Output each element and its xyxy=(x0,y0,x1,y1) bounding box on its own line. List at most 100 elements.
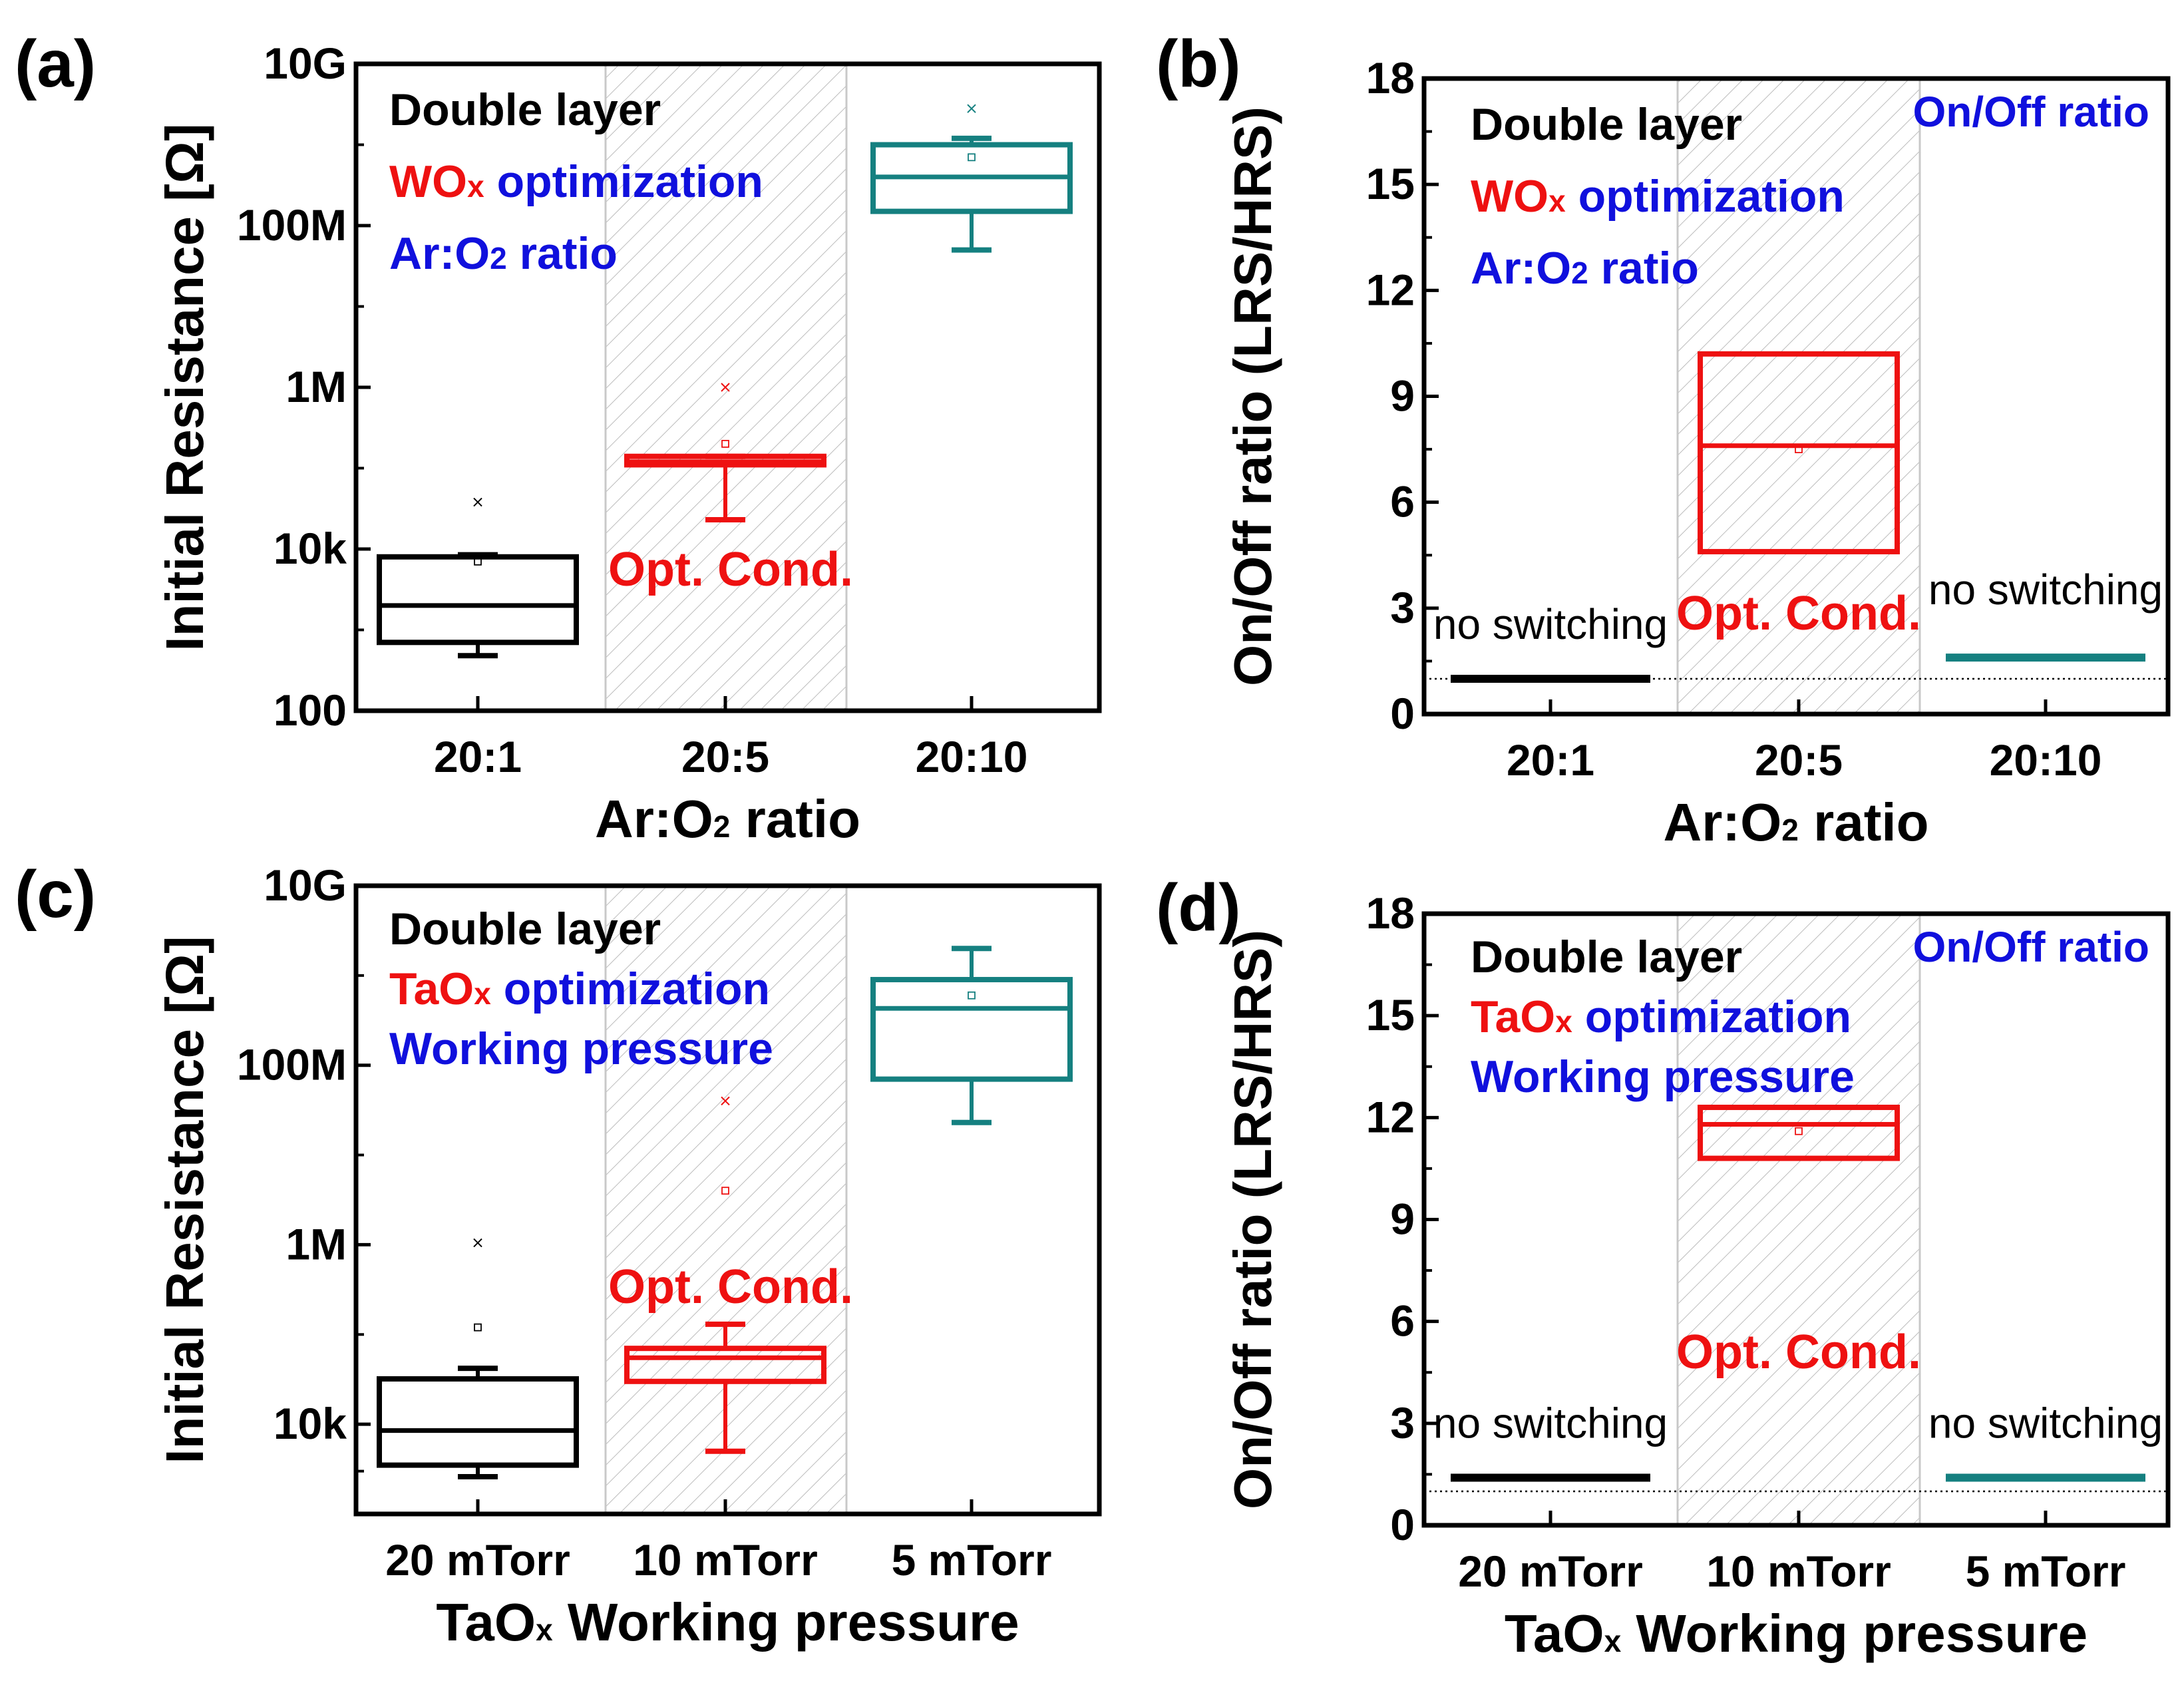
optimum-region xyxy=(1678,914,1920,1525)
y-tick-label: 15 xyxy=(1366,159,1415,208)
x-axis-title: TaOx Working pressure xyxy=(1505,1604,2088,1663)
no-switching-label: no switching xyxy=(1928,1400,2163,1447)
legend-material-part: optimization xyxy=(1566,171,1845,222)
y-tick-label: 3 xyxy=(1390,583,1415,632)
x-axis-title: TaOx Working pressure xyxy=(436,1592,1019,1652)
x-tick-label: 20 mTorr xyxy=(385,1535,570,1585)
legend-variable: Ar:O2 ratio xyxy=(1471,243,1699,293)
x-axis-title-part: Ar:O xyxy=(595,789,713,848)
x-axis-title-part: 2 xyxy=(713,809,731,844)
x-tick-label: 20 mTorr xyxy=(1458,1547,1643,1596)
box-0 xyxy=(377,1238,579,1480)
outlier-marker xyxy=(473,497,482,507)
legend-material-part: optimization xyxy=(1572,992,1851,1042)
x-tick-label: 20:10 xyxy=(916,732,1028,781)
onoff-label: On/Off ratio xyxy=(1912,923,2149,971)
box-iqr xyxy=(624,1346,826,1384)
y-axis-title: On/Off ratio (LRS/HRS) xyxy=(1223,930,1282,1509)
y-tick-label: 1M xyxy=(285,1219,347,1268)
mean-marker xyxy=(474,1323,482,1332)
outlier-marker xyxy=(721,1096,730,1106)
legend-material-part: x xyxy=(1548,184,1566,218)
y-tick-label: 100 xyxy=(273,685,347,735)
legend-title: Double layer xyxy=(1471,932,1742,982)
x-axis-title-part: ratio xyxy=(1799,793,1929,852)
x-axis-title: Ar:O2 ratio xyxy=(1664,793,1929,852)
legend-material-part: optimization xyxy=(484,156,763,207)
legend-variable-part: 2 xyxy=(1571,256,1588,290)
y-tick-label: 18 xyxy=(1366,888,1415,938)
panel-label: (a) xyxy=(15,27,96,101)
legend-title: Double layer xyxy=(389,904,661,954)
y-tick-label: 1M xyxy=(285,362,347,411)
y-tick-label: 6 xyxy=(1390,1296,1415,1346)
legend-material-part: TaO xyxy=(389,964,474,1014)
mean-marker xyxy=(1795,1127,1803,1135)
legend-variable: Working pressure xyxy=(389,1024,773,1074)
x-axis-title-part: x xyxy=(536,1612,553,1647)
mean-marker xyxy=(721,440,729,448)
y-tick-label: 0 xyxy=(1390,689,1415,738)
opt-cond-label: Opt. Cond. xyxy=(608,1260,853,1314)
y-tick-label: 12 xyxy=(1366,1092,1415,1141)
x-axis-title-part: Working pressure xyxy=(553,1592,1019,1652)
x-tick-label: 5 mTorr xyxy=(1966,1547,2126,1596)
opt-cond-label: Opt. Cond. xyxy=(1676,1326,1921,1379)
legend-material-part: x xyxy=(1555,1004,1572,1039)
x-tick-label: 5 mTorr xyxy=(892,1535,1052,1585)
mean-marker xyxy=(968,153,976,162)
onoff-label: On/Off ratio xyxy=(1912,88,2149,136)
y-tick-label: 10k xyxy=(273,524,347,573)
box-2 xyxy=(870,104,1073,253)
panel-label: (b) xyxy=(1156,27,1241,101)
x-axis-title-part: TaO xyxy=(1505,1604,1604,1663)
legend-material: WOx optimization xyxy=(1471,171,1845,222)
y-tick-label: 3 xyxy=(1390,1398,1415,1447)
box-iqr xyxy=(870,977,1073,1082)
x-tick-label: 10 mTorr xyxy=(1706,1547,1891,1596)
y-tick-label: 10G xyxy=(264,860,347,910)
legend-material-part: x xyxy=(467,169,484,204)
box-iqr xyxy=(377,1376,579,1468)
no-switching-label: no switching xyxy=(1433,1400,1668,1447)
legend-material-part: TaO xyxy=(1471,992,1555,1042)
box-0 xyxy=(377,497,579,659)
box-1 xyxy=(624,1096,826,1454)
legend-variable: Ar:O2 ratio xyxy=(389,228,618,279)
x-axis-title-part: TaO xyxy=(436,1592,536,1652)
y-tick-label: 9 xyxy=(1390,1195,1415,1244)
y-tick-label: 10G xyxy=(264,39,347,88)
x-axis-title: Ar:O2 ratio xyxy=(595,789,860,848)
x-axis-title-part: Working pressure xyxy=(1621,1604,2088,1663)
legend-variable-part: ratio xyxy=(1588,243,1699,293)
y-tick-label: 100M xyxy=(237,1040,347,1089)
panel-label: (c) xyxy=(15,857,96,932)
y-tick-label: 12 xyxy=(1366,265,1415,314)
chart-panel-c: 10k 1M 100M 10G 20 mTorr 10 mTorr 5 mTorr TaOx … xyxy=(15,857,1102,1652)
y-tick-label: 100M xyxy=(237,200,347,250)
opt-cond-label: Opt. Cond. xyxy=(608,543,853,596)
plot-frame xyxy=(353,883,1102,1517)
optimum-region xyxy=(1678,79,1920,714)
mean-marker xyxy=(968,991,976,1000)
box-2 xyxy=(870,946,1073,1125)
y-tick-label: 9 xyxy=(1390,371,1415,421)
x-axis-title-part: Ar:O xyxy=(1664,793,1782,852)
legend-material: TaOx optimization xyxy=(1471,992,1851,1042)
y-axis-title: Initial Resistance [Ω] xyxy=(155,123,214,651)
x-tick-label: 20:1 xyxy=(1507,735,1594,785)
legend-variable-part: Working pressure xyxy=(1471,1051,1855,1102)
legend-material-part: x xyxy=(474,976,491,1011)
legend-material: TaOx optimization xyxy=(389,964,770,1014)
mean-marker xyxy=(474,557,482,566)
box-1 xyxy=(624,383,826,523)
panel-label: (d) xyxy=(1156,870,1241,945)
legend-title: Double layer xyxy=(389,85,661,135)
x-tick-label: 20:5 xyxy=(681,732,769,781)
mean-marker xyxy=(721,1187,729,1195)
box-iqr xyxy=(1698,351,1900,554)
legend-material-part: WO xyxy=(1471,171,1548,222)
